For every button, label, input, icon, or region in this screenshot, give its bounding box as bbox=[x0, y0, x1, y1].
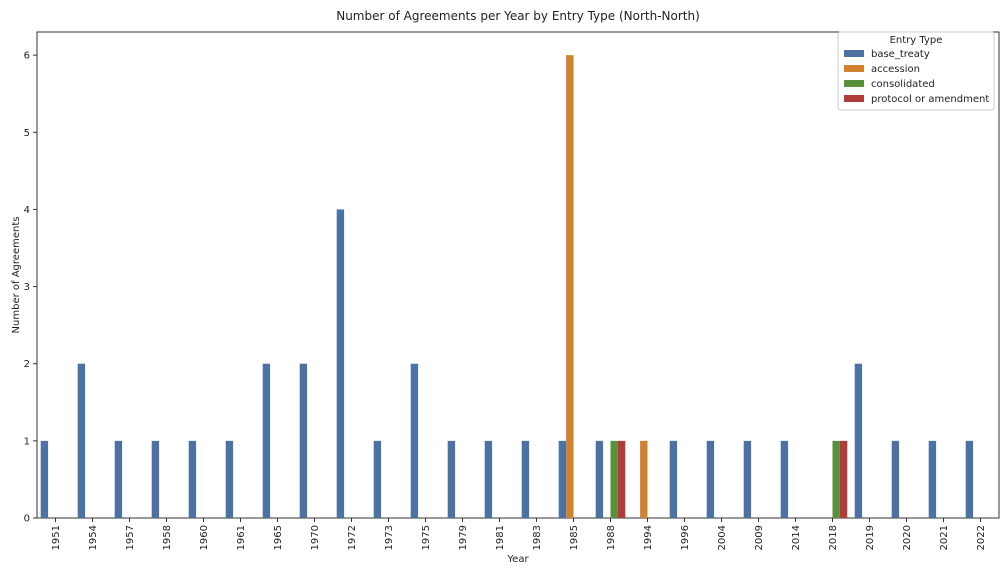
y-tick-label: 6 bbox=[24, 51, 30, 62]
x-tick-label: 1958 bbox=[162, 525, 173, 550]
bar-accession-1985 bbox=[566, 55, 574, 518]
legend-swatch bbox=[844, 50, 864, 57]
bars-group bbox=[40, 55, 974, 518]
bar-base-treaty-2014 bbox=[780, 440, 789, 518]
x-tick-label: 1975 bbox=[421, 525, 432, 550]
x-tick-label: 1972 bbox=[347, 525, 358, 550]
bar-base-treaty-1972 bbox=[336, 209, 345, 518]
y-axis: 0 1 2 3 4 5 6 bbox=[24, 51, 37, 525]
bar-protocol-or-amendment-2018 bbox=[839, 440, 848, 518]
x-tick-label: 2019 bbox=[865, 525, 876, 550]
bar-base-treaty-1951 bbox=[40, 440, 49, 518]
y-tick-label: 5 bbox=[24, 128, 30, 139]
bar-base-treaty-2019 bbox=[854, 363, 863, 518]
bar-base-treaty-1958 bbox=[151, 440, 160, 518]
x-tick-label: 2004 bbox=[717, 525, 728, 550]
x-tick-label: 1981 bbox=[495, 525, 506, 550]
x-axis-title: Year bbox=[506, 554, 529, 565]
bar-accession-1994 bbox=[640, 440, 648, 518]
chart-title: Number of Agreements per Year by Entry T… bbox=[336, 9, 700, 23]
legend-label: base_treaty bbox=[871, 49, 930, 60]
bar-base-treaty-1988 bbox=[595, 440, 604, 518]
bar-base-treaty-2021 bbox=[928, 440, 937, 518]
x-tick-label: 1954 bbox=[88, 525, 99, 550]
bar-base-treaty-1970 bbox=[299, 363, 308, 518]
x-tick-label: 1983 bbox=[532, 525, 543, 550]
y-tick-label: 4 bbox=[24, 205, 30, 216]
x-tick-label: 2022 bbox=[976, 525, 987, 550]
bar-consolidated-2018 bbox=[832, 440, 840, 518]
bar-consolidated-1988 bbox=[610, 440, 618, 518]
bar-base-treaty-2009 bbox=[743, 440, 752, 518]
bar-base-treaty-2022 bbox=[965, 440, 974, 518]
y-axis-title: Number of Agreements bbox=[11, 217, 22, 334]
x-tick-label: 1988 bbox=[606, 525, 617, 550]
x-tick-label: 2018 bbox=[828, 525, 839, 550]
bar-base-treaty-1996 bbox=[669, 440, 678, 518]
x-axis: 1951 1954 1957 1958 1960 1961 1965 1970 1972 1973… bbox=[51, 518, 987, 550]
bar-base-treaty-1983 bbox=[521, 440, 530, 518]
x-tick-label: 2021 bbox=[939, 525, 950, 550]
legend-frame bbox=[837, 31, 995, 111]
bar-base-treaty-1979 bbox=[447, 440, 456, 518]
x-tick-label: 2009 bbox=[754, 525, 765, 550]
x-tick-label: 2020 bbox=[902, 525, 913, 550]
bar-base-treaty-1965 bbox=[262, 363, 271, 518]
x-tick-label: 1985 bbox=[569, 525, 580, 550]
legend-swatch bbox=[844, 80, 864, 87]
y-tick-label: 0 bbox=[24, 514, 30, 525]
bar-base-treaty-1961 bbox=[225, 440, 234, 518]
bar-base-treaty-2020 bbox=[891, 440, 900, 518]
bar-base-treaty-1981 bbox=[484, 440, 493, 518]
bar-base-treaty-1985 bbox=[558, 440, 567, 518]
legend-label: protocol or amendment bbox=[871, 94, 989, 105]
x-tick-label: 1965 bbox=[273, 525, 284, 550]
legend-items: base_treaty accession consolidated protocol… bbox=[844, 49, 989, 105]
legend: Entry Type base_treaty accession consolida… bbox=[837, 31, 995, 111]
bar-base-treaty-1957 bbox=[114, 440, 123, 518]
legend-swatch bbox=[844, 65, 864, 72]
legend-label: accession bbox=[871, 64, 920, 75]
legend-title: Entry Type bbox=[890, 35, 943, 46]
x-tick-label: 2014 bbox=[791, 525, 802, 550]
plot-area bbox=[36, 31, 1000, 519]
x-tick-label: 1973 bbox=[384, 525, 395, 550]
y-tick-label: 3 bbox=[24, 282, 30, 293]
bar-base-treaty-1960 bbox=[188, 440, 197, 518]
bar-base-treaty-2004 bbox=[706, 440, 715, 518]
bar-base-treaty-1954 bbox=[77, 363, 86, 518]
legend-swatch bbox=[844, 95, 864, 102]
y-tick-label: 2 bbox=[24, 359, 30, 370]
bar-base-treaty-1973 bbox=[373, 440, 382, 518]
y-tick-label: 1 bbox=[24, 436, 30, 447]
legend-label: consolidated bbox=[871, 79, 935, 90]
bar-base-treaty-1975 bbox=[410, 363, 419, 518]
x-tick-label: 1979 bbox=[458, 525, 469, 550]
bar-protocol-or-amendment-1988 bbox=[617, 440, 626, 518]
x-tick-label: 1970 bbox=[310, 525, 321, 550]
x-tick-label: 1957 bbox=[125, 525, 136, 550]
x-tick-label: 1960 bbox=[199, 525, 210, 550]
x-tick-label: 1951 bbox=[51, 525, 62, 550]
x-tick-label: 1996 bbox=[680, 525, 691, 550]
x-tick-label: 1994 bbox=[643, 525, 654, 550]
x-tick-label: 1961 bbox=[236, 525, 247, 550]
